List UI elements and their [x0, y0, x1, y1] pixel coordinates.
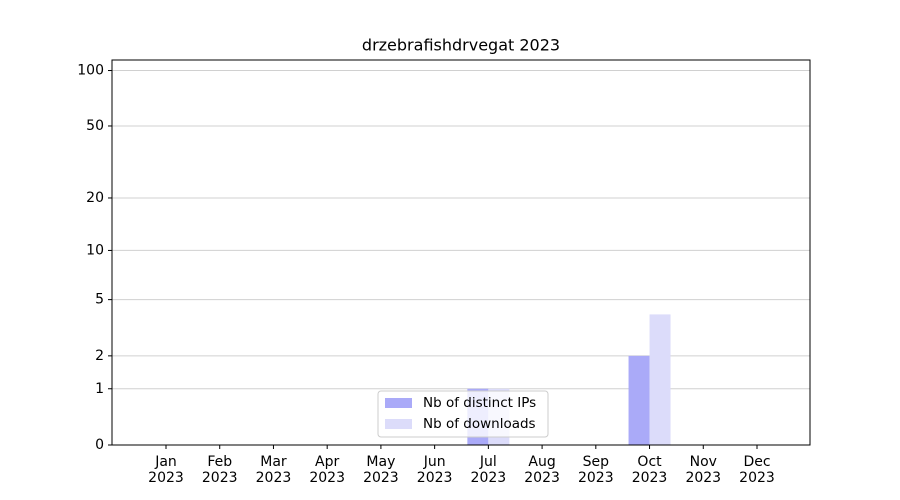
x-tick-label: Oct 2023	[631, 454, 668, 486]
y-tick-label: 100	[77, 63, 104, 79]
chart-title: drzebrafishdrvegat 2023	[362, 36, 560, 55]
bar	[628, 355, 650, 445]
y-tick-label: 5	[95, 292, 104, 308]
x-tick-label: Mar 2023	[255, 454, 292, 486]
legend-swatch	[385, 398, 412, 408]
plot-frame	[111, 59, 811, 446]
x-tick-label: Dec 2023	[739, 454, 775, 486]
x-tick-label: Apr 2023	[309, 454, 345, 486]
x-tick-label: Sep 2023	[577, 454, 614, 486]
bar	[649, 314, 671, 445]
x-tick-label: Feb 2023	[201, 454, 238, 486]
y-tick-label: 10	[86, 242, 104, 258]
x-tick-label: Jul 2023	[470, 454, 507, 486]
legend-label: Nb of downloads	[423, 416, 536, 432]
x-tick-label: Nov 2023	[685, 454, 722, 486]
x-tick-label: Jun 2023	[416, 454, 453, 486]
y-tick-label: 20	[86, 190, 104, 206]
y-tick-label: 50	[86, 118, 104, 134]
y-tick-label: 2	[95, 348, 104, 364]
y-tick-label: 1	[95, 381, 104, 397]
x-tick-label: May 2023	[363, 454, 399, 486]
x-tick-label: Aug 2023	[524, 454, 560, 486]
legend-box	[377, 390, 549, 438]
legend-swatch	[385, 419, 412, 429]
legend-label: Nb of distinct IPs	[423, 395, 536, 411]
x-tick-label: Jan 2023	[148, 454, 184, 486]
y-tick-label: 0	[95, 437, 104, 453]
